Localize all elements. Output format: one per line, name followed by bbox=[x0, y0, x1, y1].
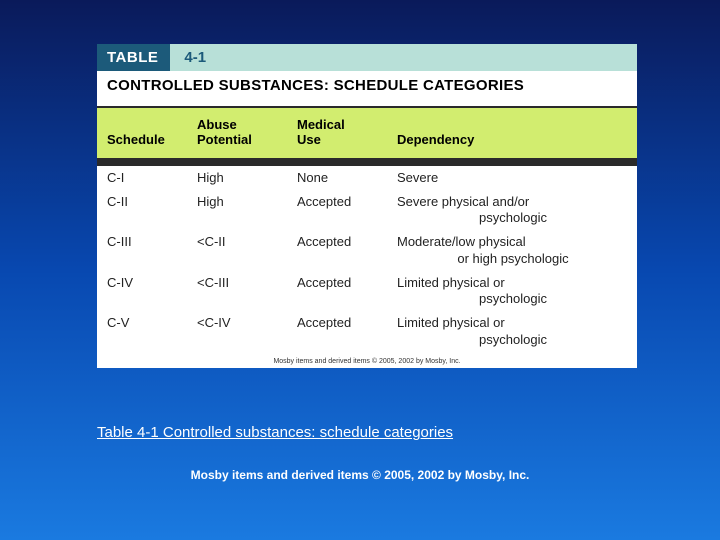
table-header-row: Schedule AbusePotential MedicalUse Depen… bbox=[97, 108, 637, 158]
cell-dependency: Severe physical and/orpsychologic bbox=[387, 190, 637, 231]
header-rule bbox=[97, 158, 637, 166]
table-row: C-I High None Severe bbox=[97, 166, 637, 190]
table-row: C-V <C-IV Accepted Limited physical orps… bbox=[97, 311, 637, 352]
table-number: 4-1 bbox=[170, 44, 220, 71]
cell-medical: None bbox=[287, 166, 387, 190]
cell-dependency: Moderate/low physicalor high psychologic bbox=[387, 230, 637, 271]
table-row: C-IV <C-III Accepted Limited physical or… bbox=[97, 271, 637, 312]
cell-schedule: C-III bbox=[97, 230, 187, 271]
table-row: C-III <C-II Accepted Moderate/low physic… bbox=[97, 230, 637, 271]
inner-copyright: Mosby items and derived items © 2005, 20… bbox=[97, 352, 637, 368]
cell-dependency: Limited physical orpsychologic bbox=[387, 271, 637, 312]
cell-medical: Accepted bbox=[287, 311, 387, 352]
cell-abuse: <C-IV bbox=[187, 311, 287, 352]
table-row: C-II High Accepted Severe physical and/o… bbox=[97, 190, 637, 231]
cell-medical: Accepted bbox=[287, 190, 387, 231]
cell-medical: Accepted bbox=[287, 271, 387, 312]
col-dependency: Dependency bbox=[387, 108, 637, 158]
table-label: TABLE bbox=[97, 44, 170, 71]
table-header-bar: TABLE 4-1 bbox=[97, 44, 637, 71]
cell-dependency: Severe bbox=[387, 166, 637, 190]
cell-abuse: <C-III bbox=[187, 271, 287, 312]
slide-copyright: Mosby items and derived items © 2005, 20… bbox=[0, 468, 720, 482]
cell-dependency: Limited physical orpsychologic bbox=[387, 311, 637, 352]
cell-schedule: C-V bbox=[97, 311, 187, 352]
slide-caption: Table 4-1 Controlled substances: schedul… bbox=[97, 424, 637, 441]
col-schedule: Schedule bbox=[97, 108, 187, 158]
col-abuse: AbusePotential bbox=[187, 108, 287, 158]
cell-medical: Accepted bbox=[287, 230, 387, 271]
cell-schedule: C-IV bbox=[97, 271, 187, 312]
data-table: Schedule AbusePotential MedicalUse Depen… bbox=[97, 108, 637, 352]
cell-abuse: High bbox=[187, 166, 287, 190]
table-header-fill bbox=[220, 44, 637, 71]
cell-abuse: <C-II bbox=[187, 230, 287, 271]
table-title: CONTROLLED SUBSTANCES: SCHEDULE CATEGORI… bbox=[97, 71, 637, 106]
table-container: TABLE 4-1 CONTROLLED SUBSTANCES: SCHEDUL… bbox=[97, 44, 637, 368]
cell-abuse: High bbox=[187, 190, 287, 231]
col-medical: MedicalUse bbox=[287, 108, 387, 158]
cell-schedule: C-I bbox=[97, 166, 187, 190]
cell-schedule: C-II bbox=[97, 190, 187, 231]
